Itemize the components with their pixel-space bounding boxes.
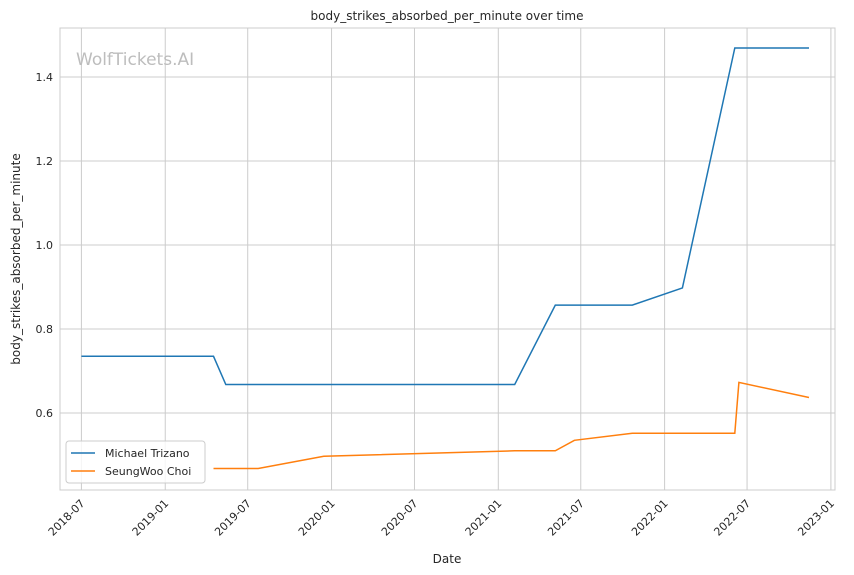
watermark: WolfTickets.AI — [76, 50, 194, 70]
x-tick-label: 2021-07 — [545, 497, 587, 539]
series-line-1 — [213, 381, 810, 470]
grid — [60, 28, 835, 490]
y-tick-label: 0.8 — [36, 323, 54, 336]
legend-label-1: SeungWoo Choi — [105, 465, 191, 478]
y-tick-label: 0.6 — [36, 407, 54, 420]
x-tick-label: 2018-07 — [46, 497, 88, 539]
x-tick-label: 2020-01 — [296, 497, 338, 539]
series-line-0 — [81, 47, 809, 386]
x-tick-label: 2019-07 — [212, 497, 254, 539]
x-tick-label: 2022-07 — [711, 497, 753, 539]
x-ticks: 2018-07 2019-01 2019-07 2020-01 2020-07 2021-… — [46, 497, 837, 539]
x-tick-label: 2021-01 — [463, 497, 505, 539]
y-axis-label: body_strikes_absorbed_per_minute — [9, 153, 23, 364]
legend: Michael Trizano SeungWoo Choi — [65, 440, 206, 484]
y-tick-label: 1.2 — [36, 155, 54, 168]
y-tick-label: 1.4 — [36, 71, 54, 84]
x-axis-label: Date — [433, 552, 462, 566]
x-tick-label: 2020-07 — [379, 497, 421, 539]
legend-box — [65, 440, 206, 484]
y-ticks: 0.6 0.8 1.0 1.2 1.4 — [36, 71, 54, 420]
chart-title: body_strikes_absorbed_per_minute over ti… — [311, 9, 584, 23]
legend-label-0: Michael Trizano — [105, 447, 190, 460]
x-tick-label: 2022-01 — [629, 497, 671, 539]
y-tick-label: 1.0 — [36, 239, 54, 252]
plot-frame — [59, 27, 836, 491]
x-tick-label: 2019-01 — [130, 497, 172, 539]
x-tick-label: 2023-01 — [795, 497, 837, 539]
series-lines — [81, 47, 810, 470]
